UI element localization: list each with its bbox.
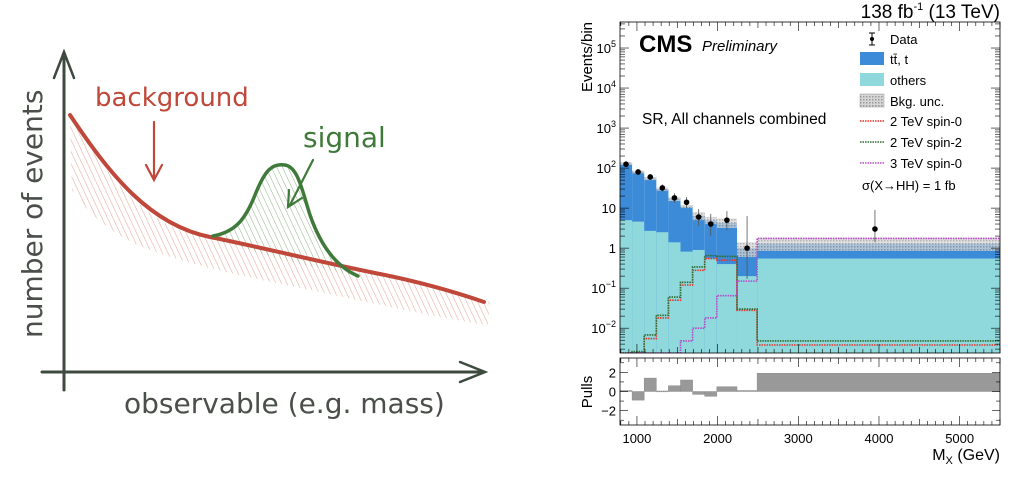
signal-curve xyxy=(211,162,360,278)
y-tick-label: 102 xyxy=(597,159,616,176)
signal-hatch-area xyxy=(213,164,358,276)
x-axis-title-main: M xyxy=(932,447,945,464)
x-tick-label: 5000 xyxy=(945,431,974,446)
data-point xyxy=(623,161,629,168)
pull-bar xyxy=(643,377,657,392)
data-point xyxy=(872,226,878,232)
background-curve xyxy=(68,113,486,304)
legend-label-bkg-unc: Bkg. unc. xyxy=(890,94,944,109)
legend: Data tt̄, t others Bkg. unc. 2 TeV spin-… xyxy=(859,32,962,193)
pull-bar xyxy=(704,391,718,397)
y-tick-label: 10−2 xyxy=(591,319,616,336)
sketch-y-label: number of events xyxy=(16,90,49,338)
y-tick-label: 103 xyxy=(597,119,616,136)
data-point xyxy=(635,169,641,175)
background-arrow-icon xyxy=(144,120,164,183)
x-tick-label: 1000 xyxy=(622,431,651,446)
others-bar xyxy=(704,258,717,353)
legend-item-3tev-spin0: 3 TeV spin-0 xyxy=(860,156,962,171)
legend-label-3tev-spin0: 3 TeV spin-0 xyxy=(890,156,962,171)
others-bar xyxy=(736,276,758,353)
data-marker-icon xyxy=(870,37,874,41)
legend-label-2tev-spin2: 2 TeV spin-2 xyxy=(890,135,962,150)
top-panel-frame xyxy=(619,21,1001,354)
signal-background-sketch: background signal number of events obser… xyxy=(0,0,512,473)
legend-label-ttbar: tt̄, t xyxy=(890,52,908,67)
y-tick-label: 1 xyxy=(609,241,616,256)
lumi-energy: (13 TeV) xyxy=(923,2,1000,23)
data-point xyxy=(647,174,654,180)
x-tick-label: 3000 xyxy=(784,431,813,446)
legend-item-others: others xyxy=(860,73,927,88)
pulls-tick-label: 0 xyxy=(609,385,616,400)
signal-arrow-icon xyxy=(286,158,315,210)
preliminary-label: Preliminary xyxy=(702,38,779,55)
y-tick-label: 10−1 xyxy=(591,279,616,296)
data-point xyxy=(659,185,666,191)
others-bar xyxy=(644,230,657,353)
y-axis-arrow-icon xyxy=(52,48,76,80)
legend-item-2tev-spin0: 2 TeV spin-0 xyxy=(860,114,962,129)
legend-label-others: others xyxy=(890,73,927,88)
legend-item-2tev-spin2: 2 TeV spin-2 xyxy=(860,135,962,150)
x-tick-label: 2000 xyxy=(703,431,732,446)
pull-bar xyxy=(631,391,645,401)
x-axis-arrow-icon xyxy=(458,360,489,384)
y-tick-label: 10 xyxy=(602,201,616,216)
x-axis-title-unit: (GeV) xyxy=(953,447,1000,464)
lumi-label: 138 fb-1 (13 TeV) xyxy=(861,1,1000,23)
legend-item-bkg-unc: Bkg. unc. xyxy=(859,93,944,109)
data-point xyxy=(683,199,690,206)
background-label: background xyxy=(95,83,249,113)
x-tick-label: 4000 xyxy=(865,431,894,446)
y-tick-label: 105 xyxy=(597,39,616,56)
data-point xyxy=(724,217,730,223)
pull-bar xyxy=(680,379,693,392)
ttbar-swatch-icon xyxy=(860,52,884,65)
data-point xyxy=(707,221,714,227)
data-point xyxy=(671,195,678,201)
others-bar xyxy=(680,251,693,353)
others-bar xyxy=(757,258,1000,353)
y-tick-label: 104 xyxy=(597,79,616,96)
x-axis-title-sub: X xyxy=(946,455,954,467)
others-swatch-icon xyxy=(860,73,884,86)
legend-item-data: Data xyxy=(869,32,918,47)
cross-section-label: σ(X→HH) = 1 fb xyxy=(862,178,956,193)
region-annotation: SR, All channels combined xyxy=(642,111,826,128)
bkg-unc-band xyxy=(757,237,1000,251)
pull-bar xyxy=(716,386,738,392)
legend-label-2tev-spin0: 2 TeV spin-0 xyxy=(890,114,962,129)
lumi-exponent: -1 xyxy=(913,1,923,13)
x-axis-title: MX (GeV) xyxy=(932,447,1000,467)
y-axis-title: Events/bin xyxy=(579,22,596,92)
cms-histogram-figure: 105 104 103 102 10 1 10−1 10−2 1000 2000 3000 4000 5… xyxy=(560,0,1024,473)
signal-label: signal xyxy=(303,121,386,154)
pulls-axis-title: Pulls xyxy=(579,376,596,409)
legend-item-ttbar: tt̄, t xyxy=(860,52,908,67)
signal-line-2-tev-spin-0 xyxy=(620,257,1000,353)
sketch-x-label: observable (e.g. mass) xyxy=(124,387,445,420)
pulls-tick-label: −2 xyxy=(601,404,616,419)
legend-label-data: Data xyxy=(890,32,918,47)
lumi-value: 138 fb xyxy=(861,2,914,23)
data-point xyxy=(695,214,702,220)
others-bar xyxy=(668,242,681,353)
pull-bar xyxy=(692,391,705,395)
data-point xyxy=(744,245,750,251)
pull-bar xyxy=(668,385,681,392)
sketch-svg: background signal number of events obser… xyxy=(16,48,490,420)
cms-label: CMS xyxy=(639,31,692,58)
pull-bar xyxy=(756,373,1000,392)
others-bar xyxy=(692,249,705,353)
others-bar xyxy=(656,232,669,353)
others-bar xyxy=(620,220,633,353)
others-bar xyxy=(632,221,645,353)
signal-line-2-tev-spin-2 xyxy=(620,254,1000,353)
others-bar xyxy=(716,264,737,353)
bkg-unc-swatch-icon xyxy=(859,93,885,108)
signal-line-3-tev-spin-0 xyxy=(620,237,1000,353)
pulls-tick-label: 2 xyxy=(609,365,616,380)
